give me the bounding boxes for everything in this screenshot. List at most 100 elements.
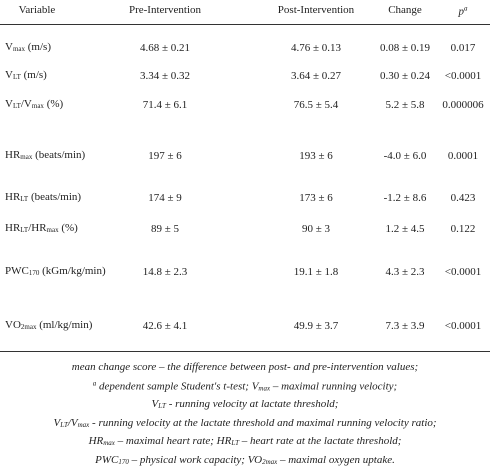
cell-value: <0.0001 [444, 266, 482, 278]
text-run: HR [5, 191, 21, 203]
text-run: /V [20, 98, 32, 110]
text-run: V [53, 416, 61, 429]
text-run: – maximal running velocity; [270, 380, 398, 392]
cell-value: 49.9 ± 3.7 [293, 320, 339, 332]
header-rule [0, 24, 490, 25]
text-run: (beats/min) [28, 191, 82, 203]
subscript: LT [20, 195, 29, 203]
cell-value: 90 ± 3 [301, 223, 331, 235]
text-run: – heart rate at the lactate threshold; [238, 435, 402, 447]
cell-value: 0.0001 [447, 150, 479, 162]
subscript: 2max [20, 323, 37, 331]
subscript: max [46, 226, 59, 234]
row-label: PWC170 (kGm/kg/min) [5, 264, 106, 280]
subscript: max [12, 45, 26, 53]
cell-value: 0.423 [450, 192, 476, 204]
cell-value: 0.30 ± 0.24 [379, 70, 431, 82]
header-cell: pa [459, 2, 468, 19]
cell-value: 7.3 ± 3.9 [385, 320, 425, 332]
cell-value: 5.2 ± 5.8 [385, 99, 425, 111]
text-run: p [458, 5, 465, 18]
footnote: VLT/Vmax - running velocity at the lacta… [0, 417, 490, 429]
subscript: LT [158, 402, 166, 410]
header-cell: Pre-Intervention [128, 4, 202, 16]
footnote: a dependent sample Student's t-test; Vma… [0, 379, 490, 392]
subscript: 170 [28, 269, 40, 277]
header-cell: Post-Intervention [277, 4, 355, 16]
cell-value: 76.5 ± 5.4 [293, 99, 339, 111]
footnote: VLT - running velocity at lactate thresh… [0, 398, 490, 410]
cell-value: <0.0001 [444, 320, 482, 332]
text-run: /V [67, 416, 78, 429]
subscript: 170 [118, 457, 129, 466]
footnote: PWC170 – physical work capacity; VO2max … [0, 454, 490, 466]
text-run: PWC [95, 453, 119, 466]
supscript: a [92, 379, 97, 387]
cell-value: 1.2 ± 4.5 [385, 223, 425, 235]
header-cell: Variable [18, 4, 56, 16]
cell-value: 4.76 ± 0.13 [290, 42, 342, 54]
text-run: HR [88, 435, 104, 447]
cell-value: 19.1 ± 1.8 [293, 266, 339, 278]
cell-value: 42.6 ± 4.1 [142, 320, 188, 332]
footnote: mean change score – the difference betwe… [0, 361, 490, 373]
text-run: - running velocity at lactate threshold; [165, 398, 339, 410]
subscript: LT [60, 420, 68, 429]
cell-value: 4.3 ± 2.3 [385, 266, 425, 278]
cell-value: 0.08 ± 0.19 [379, 42, 431, 54]
text-run: mean change score – the difference betwe… [71, 361, 419, 373]
cell-value: 174 ± 9 [148, 192, 182, 204]
row-label: VLT (m/s) [5, 68, 47, 84]
subscript: max [31, 102, 44, 110]
row-label: VO2max (ml/kg/min) [5, 318, 92, 334]
cell-value: -4.0 ± 6.0 [383, 150, 427, 162]
text-run: HR [5, 222, 21, 234]
row-label: HRmax (beats/min) [5, 148, 85, 164]
text-run: V [5, 41, 13, 53]
text-run: HR [5, 149, 21, 161]
subscript: max [258, 384, 271, 392]
header-cell: Change [388, 4, 422, 16]
subscript: max [20, 153, 33, 161]
text-run: V [151, 398, 159, 410]
subscript: max [103, 439, 115, 447]
supscript: a [464, 4, 468, 13]
cell-value: 14.8 ± 2.3 [142, 266, 188, 278]
text-run: (%) [58, 222, 78, 234]
text-run: /HR [28, 222, 47, 234]
text-run: (kGm/kg/min) [39, 265, 106, 277]
bottom-rule [0, 351, 490, 352]
text-run: (m/s) [20, 69, 47, 81]
text-run: – physical work capacity; VO [128, 453, 263, 466]
row-label: VLT/Vmax (%) [5, 97, 63, 113]
text-run: dependent sample Student's t-test; V [96, 380, 259, 392]
cell-value: 4.68 ± 0.21 [139, 42, 191, 54]
text-run: VO [5, 319, 21, 331]
subscript: LT [231, 439, 239, 447]
text-run: (ml/kg/min) [36, 319, 93, 331]
cell-value: 0.017 [450, 42, 476, 54]
subscript: max [77, 420, 90, 429]
text-run: (beats/min) [32, 149, 86, 161]
cell-value: 193 ± 6 [299, 150, 333, 162]
subscript: LT [12, 73, 21, 81]
footnote: HRmax – maximal heart rate; HRLT – heart… [0, 435, 490, 447]
text-run: (%) [43, 98, 64, 110]
subscript: LT [12, 102, 21, 110]
text-run: PWC [5, 265, 29, 277]
row-label: HRLT (beats/min) [5, 190, 81, 206]
row-label: Vmax (m/s) [5, 40, 51, 56]
cell-value: -1.2 ± 8.6 [383, 192, 427, 204]
subscript: LT [20, 226, 29, 234]
text-run: (m/s) [25, 41, 51, 53]
text-run: - running velocity at the lactate thresh… [89, 416, 437, 429]
cell-value: 89 ± 5 [150, 223, 180, 235]
text-run: V [5, 69, 13, 81]
cell-value: 71.4 ± 6.1 [142, 99, 188, 111]
cell-value: 197 ± 6 [148, 150, 182, 162]
cell-value: 3.34 ± 0.32 [139, 70, 191, 82]
subscript: 2max [262, 457, 278, 466]
cell-value: 0.000006 [442, 99, 484, 111]
cell-value: <0.0001 [444, 70, 482, 82]
text-run: V [5, 98, 13, 110]
